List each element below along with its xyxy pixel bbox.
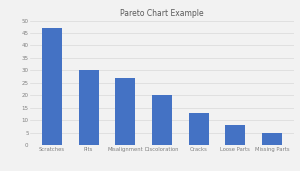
- Bar: [225, 125, 245, 145]
- Bar: [115, 78, 135, 145]
- Title: Pareto Chart Example: Pareto Chart Example: [120, 9, 204, 18]
- Bar: [189, 113, 209, 145]
- Bar: [42, 28, 62, 145]
- Bar: [152, 95, 172, 145]
- Bar: [262, 133, 282, 145]
- Bar: [79, 70, 99, 145]
